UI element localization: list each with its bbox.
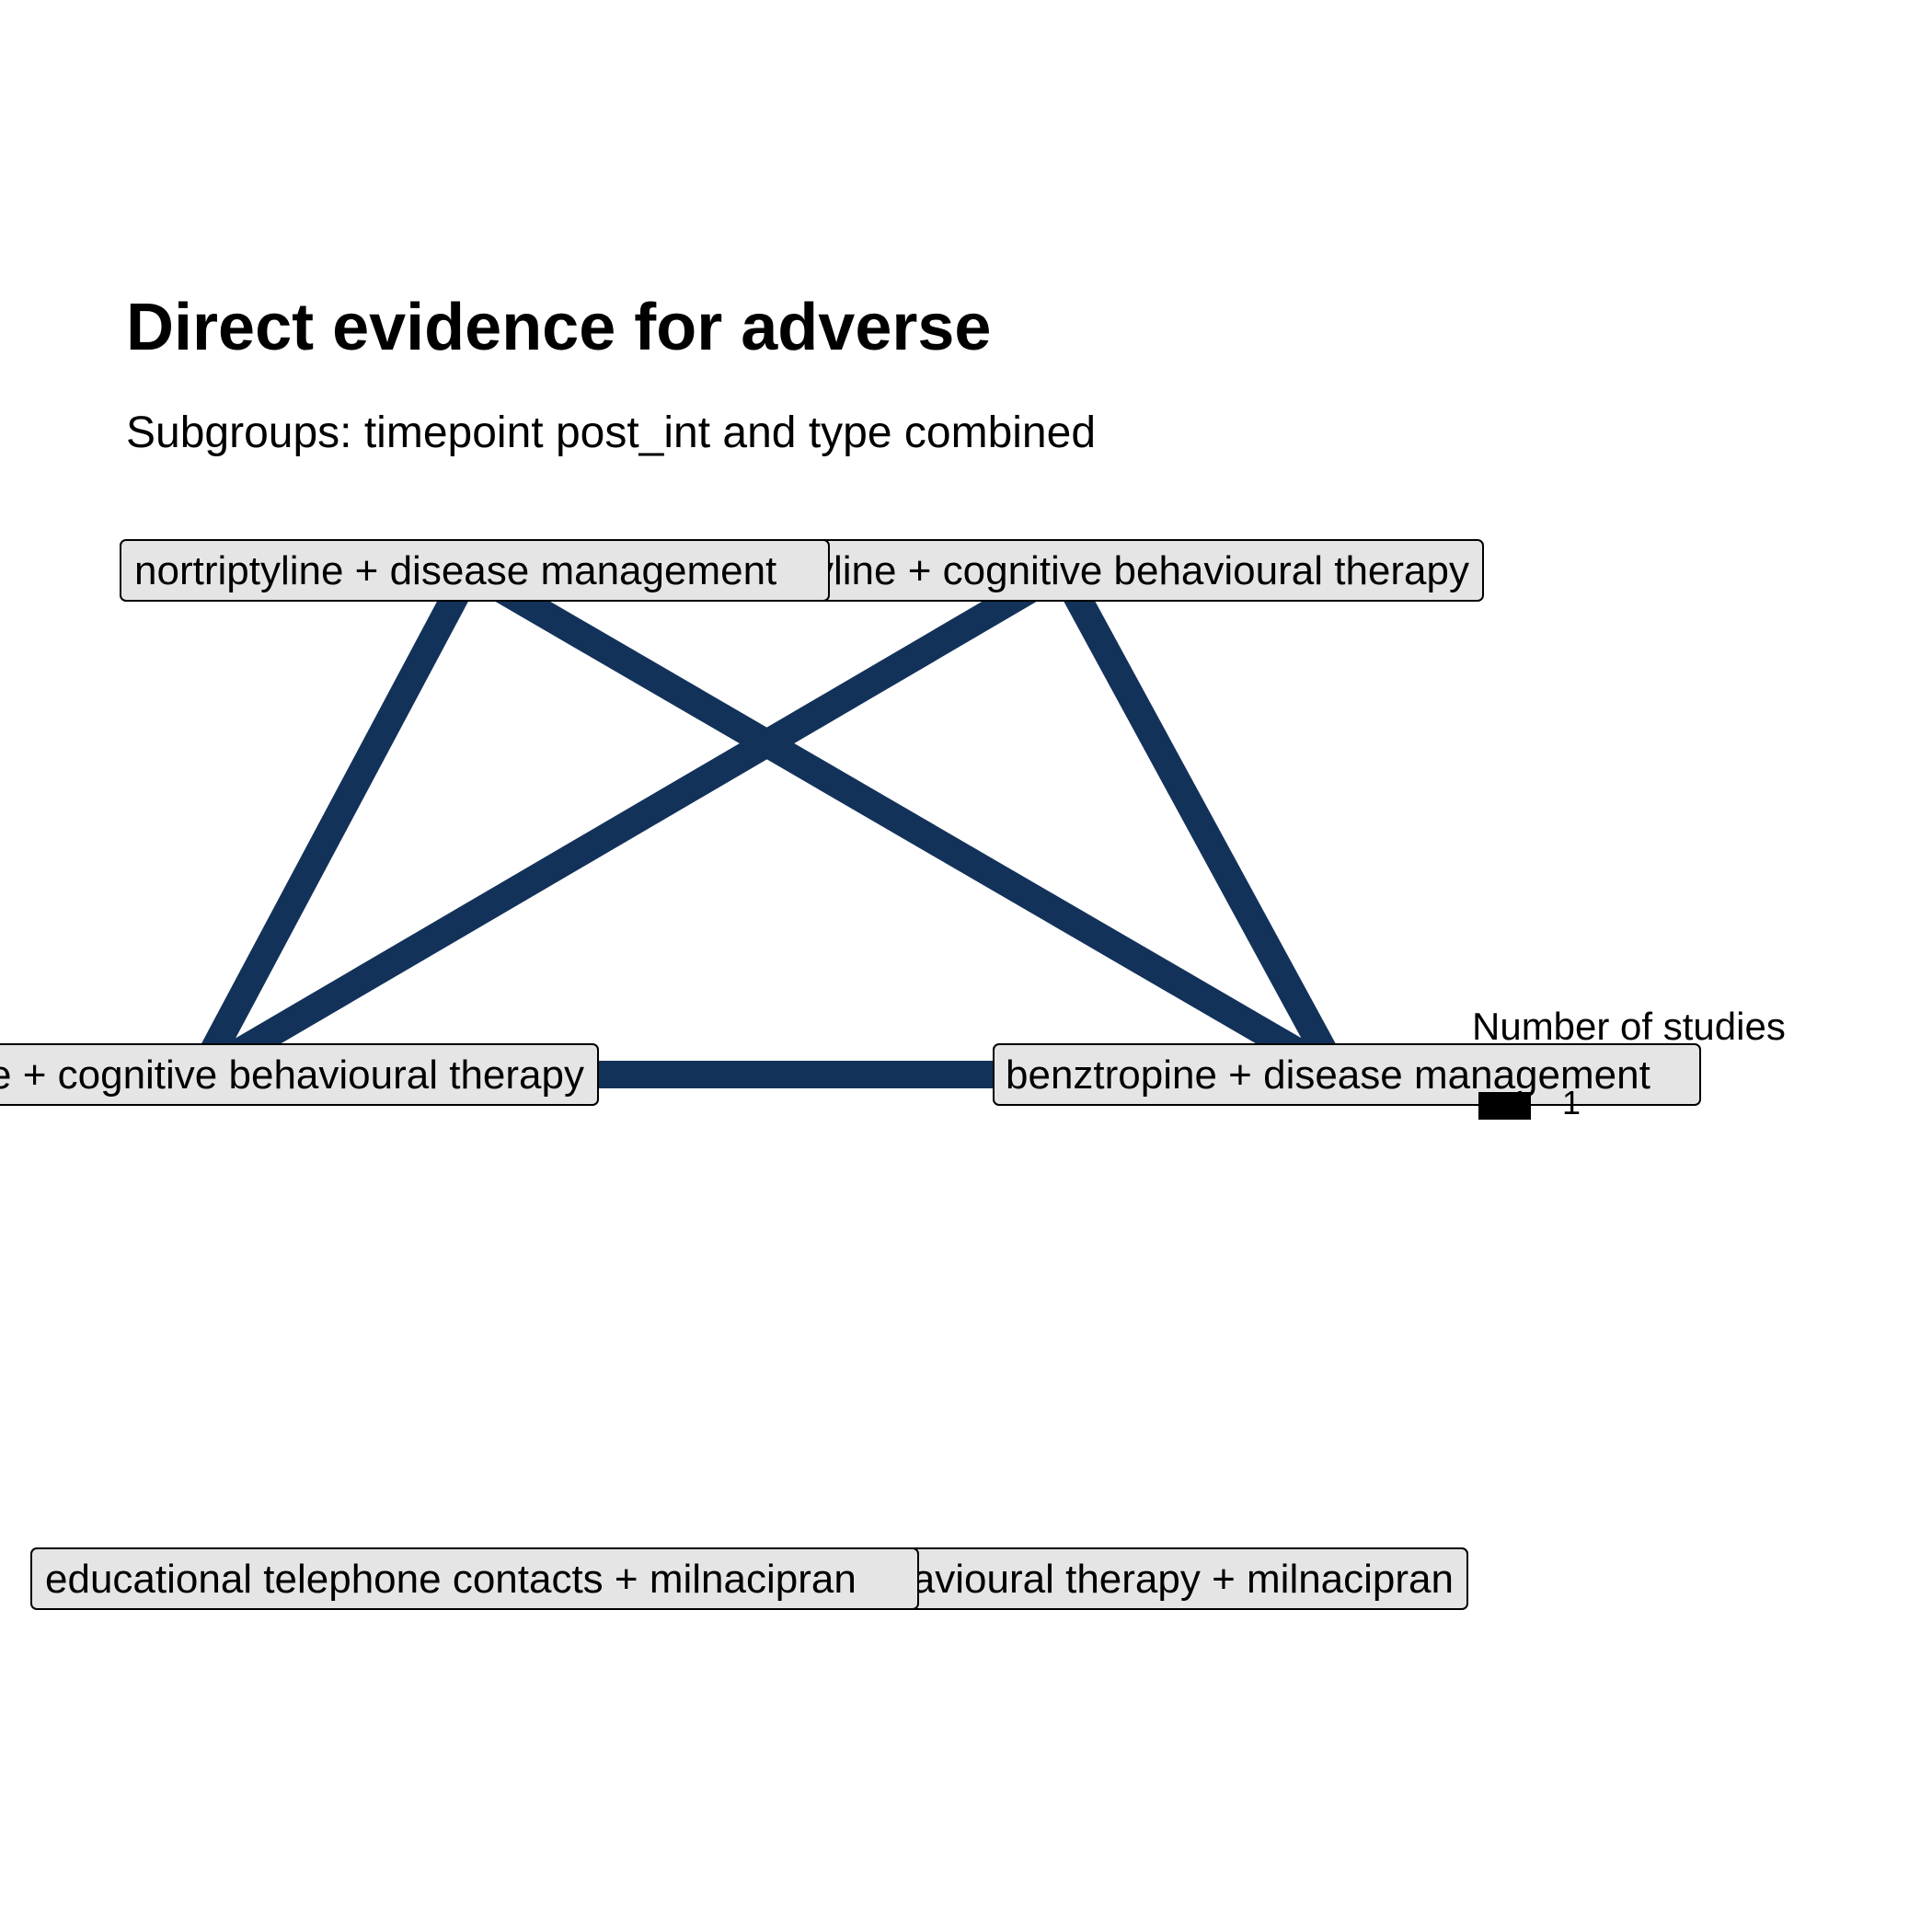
node-n-bot-left: educational telephone contacts + milnaci… [30, 1547, 919, 1610]
node-label: benztropine + cognitive behavioural ther… [0, 1052, 584, 1098]
node-box [30, 1547, 919, 1610]
node-n-mid-left: benztropine + cognitive behavioural ther… [0, 1043, 599, 1106]
node-label: educational telephone contacts + milnaci… [45, 1557, 857, 1602]
chart-subtitle: Subgroups: timepoint post_int and type c… [126, 408, 1097, 457]
chart-title: Direct evidence for adverse [126, 291, 992, 364]
legend-key-swatch [1478, 1092, 1531, 1120]
edge-n_top_right-n_mid_right [1050, 563, 1350, 1082]
edge-n_top_left-n_mid_left [188, 563, 482, 1082]
node-label: nortriptyline + disease management [134, 548, 776, 593]
node-box [0, 1043, 599, 1106]
edge-n_top_left-n_mid_right [462, 558, 1344, 1087]
node-n-top-left: nortriptyline + disease management [120, 539, 830, 602]
node-box [993, 1043, 1701, 1106]
node-label: benztropine + disease management [1006, 1052, 1650, 1098]
nodes-layer: nortriptyline + cognitive behavioural th… [0, 539, 1701, 1610]
legend-key-label: 1 [1562, 1084, 1581, 1121]
edge-n_top_right-n_mid_left [193, 558, 1070, 1087]
node-n-mid-right: benztropine + disease management [993, 1043, 1701, 1106]
legend-title: Number of studies [1472, 1005, 1786, 1048]
edges-layer [188, 558, 1350, 1088]
node-box [120, 539, 830, 602]
